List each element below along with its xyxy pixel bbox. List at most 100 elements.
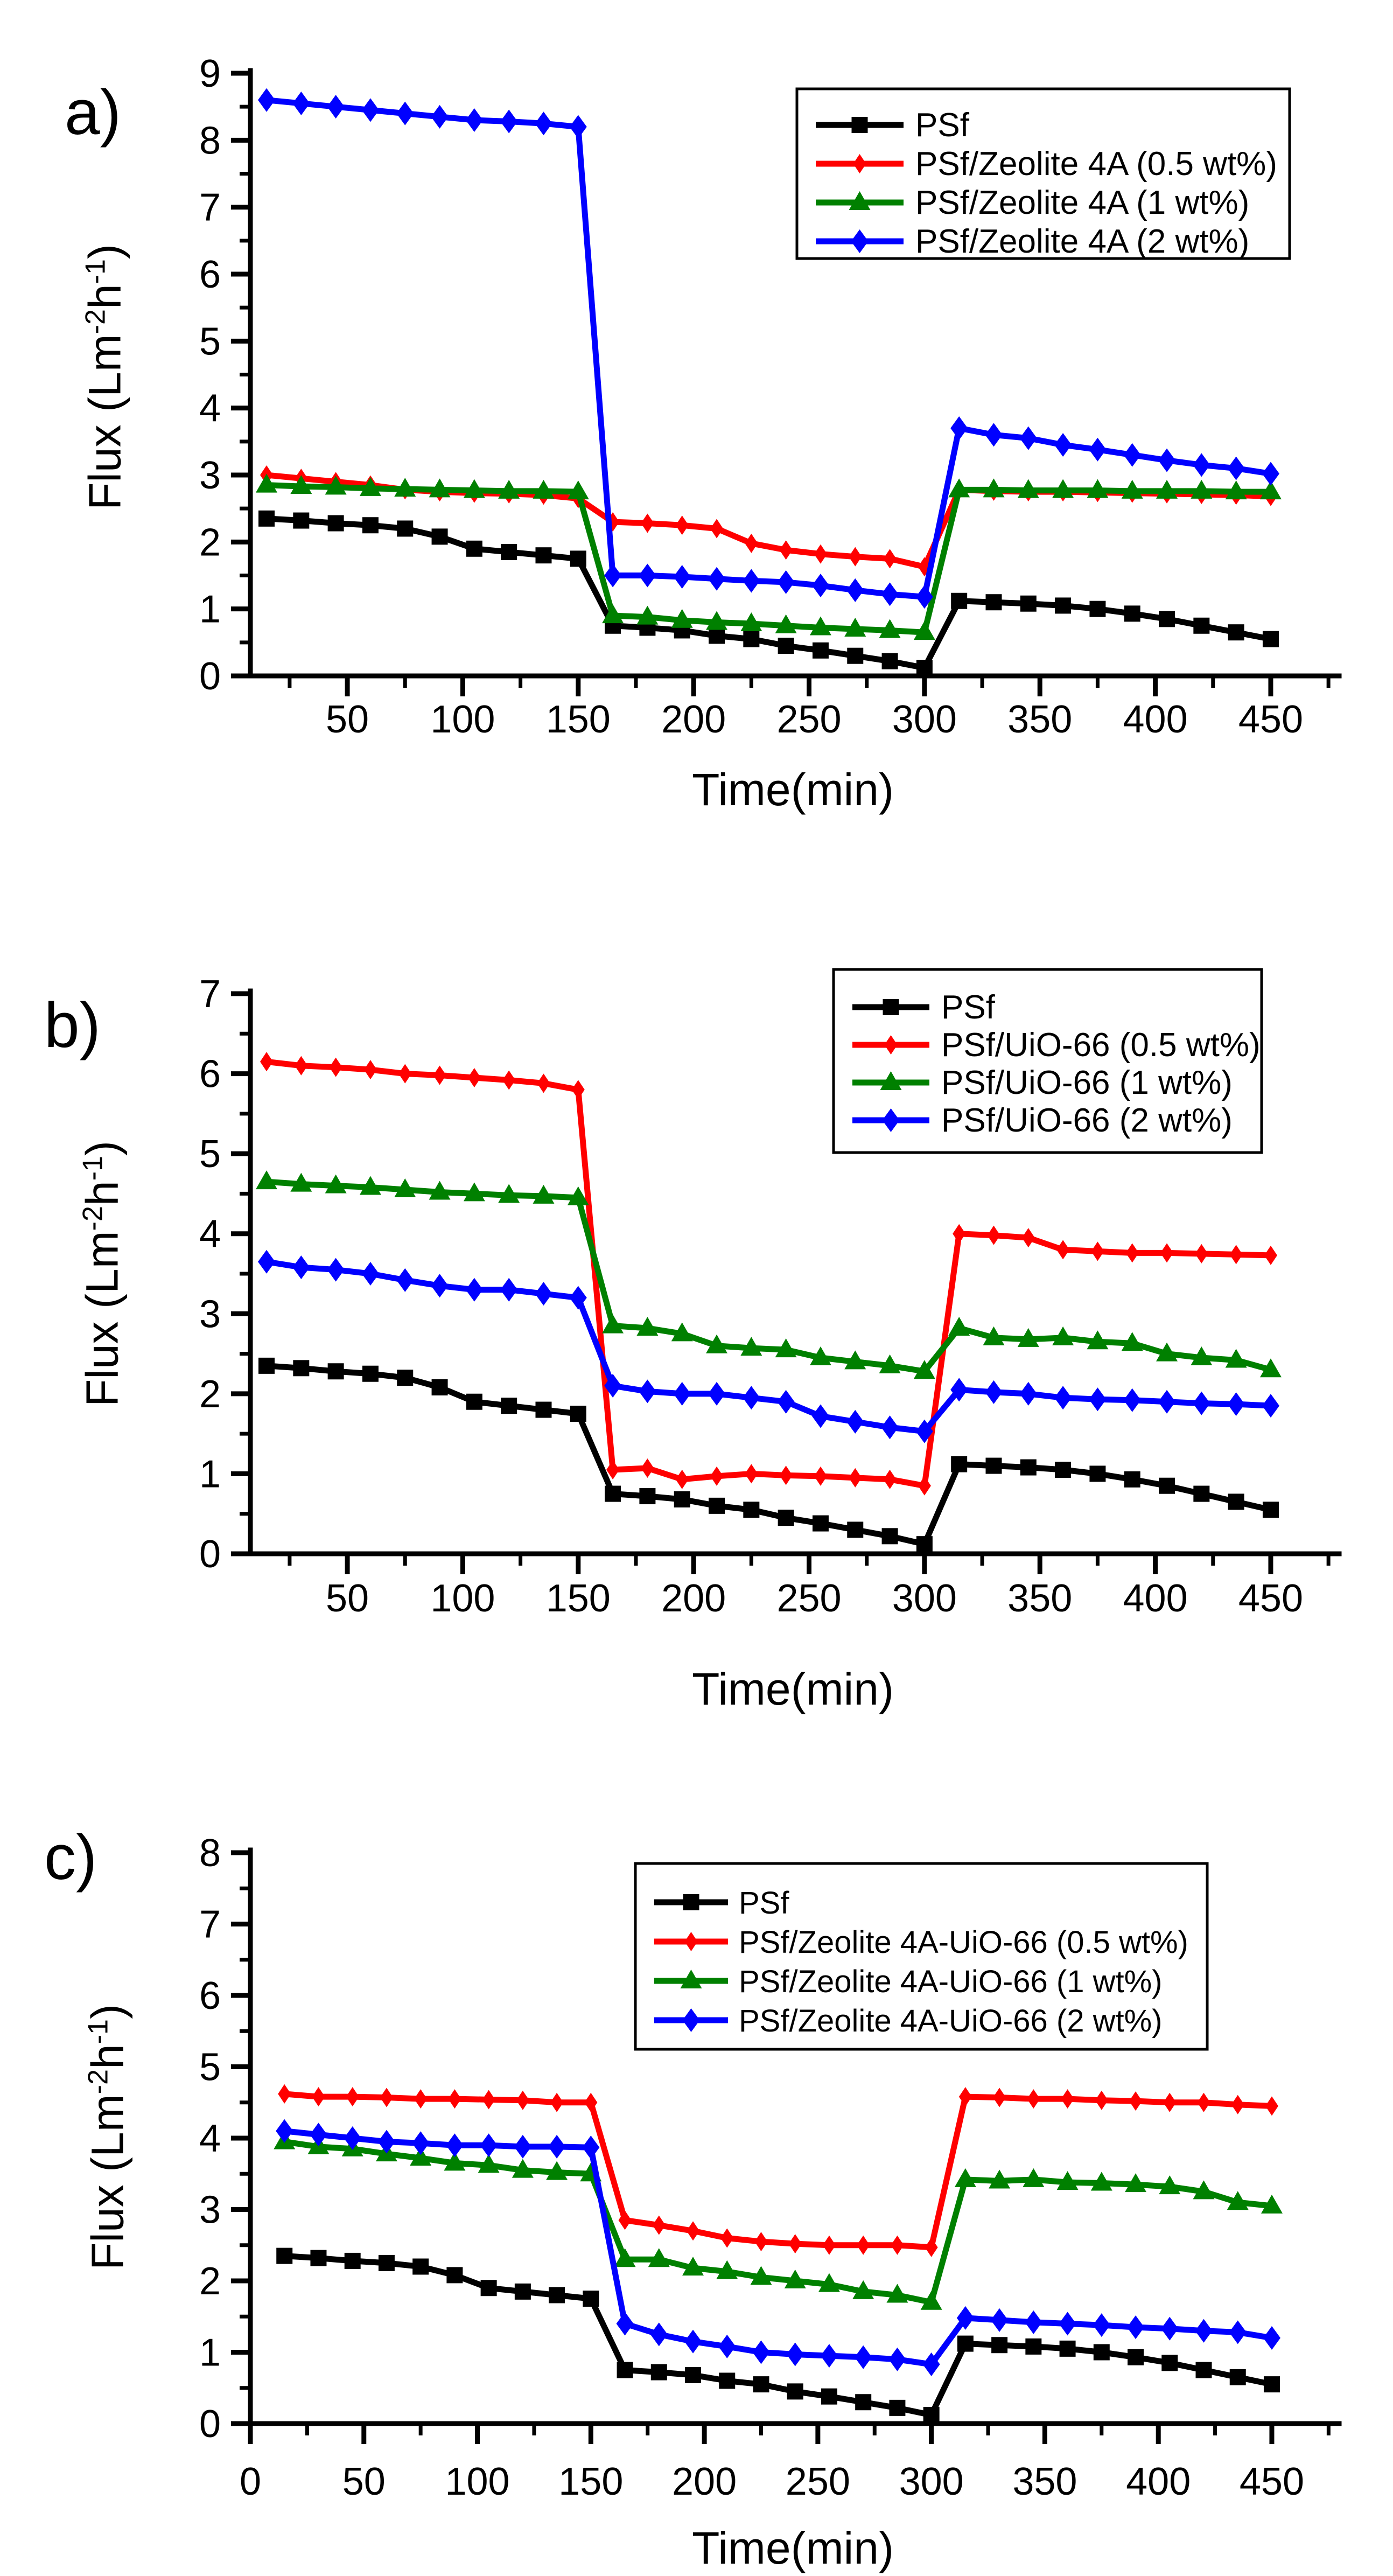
marker bbox=[325, 476, 347, 495]
marker bbox=[1017, 1328, 1039, 1347]
x-tick-label: 100 bbox=[430, 698, 495, 741]
marker bbox=[606, 1460, 620, 1479]
marker bbox=[1021, 1228, 1035, 1248]
marker bbox=[1265, 2096, 1278, 2116]
panel-b-x-axis-title: Time(min) bbox=[692, 1664, 894, 1714]
marker bbox=[431, 528, 448, 545]
marker bbox=[478, 2154, 500, 2173]
marker bbox=[811, 574, 829, 598]
series-psf bbox=[276, 2247, 1280, 2424]
y-tick-label: 0 bbox=[199, 1533, 221, 1576]
marker bbox=[310, 2123, 327, 2147]
y-tick-label: 9 bbox=[199, 52, 221, 95]
panel-c-x-axis-title: Time(min) bbox=[692, 2523, 894, 2573]
marker bbox=[412, 2131, 430, 2155]
series-line bbox=[281, 2128, 1275, 2368]
y-tick-label: 5 bbox=[199, 1133, 221, 1176]
marker bbox=[786, 2342, 804, 2366]
marker bbox=[851, 117, 868, 133]
marker bbox=[537, 1073, 550, 1093]
marker bbox=[361, 98, 379, 122]
marker bbox=[412, 2258, 429, 2275]
series-psf-uio-66-2-wt- bbox=[258, 1249, 1279, 1443]
marker bbox=[396, 1268, 414, 1292]
marker bbox=[951, 592, 968, 609]
marker bbox=[740, 612, 762, 632]
marker bbox=[1191, 479, 1213, 499]
marker bbox=[706, 611, 728, 630]
marker bbox=[950, 416, 968, 440]
marker bbox=[535, 547, 552, 564]
marker bbox=[1089, 1465, 1106, 1482]
legend-label: PSf/UiO-66 (0.5 wt%) bbox=[941, 1027, 1261, 1064]
marker bbox=[584, 2092, 598, 2112]
marker bbox=[706, 1334, 728, 1353]
marker bbox=[256, 473, 278, 493]
y-tick-label: 8 bbox=[199, 1832, 221, 1875]
ticks bbox=[231, 1850, 1331, 2444]
y-tick-label: 4 bbox=[199, 1213, 221, 1256]
marker bbox=[1056, 1240, 1070, 1260]
legend-entry: PSf/Zeolite 4A-UiO-66 (0.5 wt%) bbox=[654, 1925, 1188, 1960]
marker bbox=[444, 2152, 466, 2171]
marker bbox=[1125, 2173, 1147, 2193]
tick-labels: 0 1 2 3 4 5 6 7 8 0 50 100 150 200 250 300 350 400 450 bbox=[199, 1832, 1304, 2503]
legend-label: PSf/Zeolite 4A (1 wt%) bbox=[915, 184, 1249, 221]
marker bbox=[1193, 2180, 1215, 2200]
marker bbox=[851, 229, 869, 253]
marker bbox=[948, 478, 970, 498]
marker bbox=[1123, 1388, 1141, 1412]
legend-entry: PSf/Zeolite 4A-UiO-66 (2 wt%) bbox=[654, 2003, 1162, 2039]
marker bbox=[1193, 617, 1210, 634]
marker bbox=[752, 2340, 770, 2364]
marker bbox=[362, 517, 379, 534]
marker bbox=[1195, 2319, 1213, 2343]
marker bbox=[1193, 453, 1210, 477]
marker bbox=[957, 2335, 974, 2352]
marker bbox=[258, 510, 275, 527]
marker bbox=[466, 540, 482, 557]
marker bbox=[398, 1064, 412, 1084]
marker bbox=[1263, 2376, 1280, 2393]
x-tick-label: 350 bbox=[1007, 698, 1072, 741]
legend-entry: PSf/Zeolite 4A (1 wt%) bbox=[816, 184, 1249, 221]
series-line bbox=[263, 1363, 1274, 1547]
legend-entry: PSf/UiO-66 (0.5 wt%) bbox=[852, 1027, 1261, 1064]
legend-label: PSf bbox=[739, 1886, 789, 1921]
panel-a-x-axis-title: Time(min) bbox=[692, 764, 894, 815]
marker bbox=[886, 2284, 908, 2303]
marker bbox=[533, 479, 555, 499]
marker bbox=[256, 1170, 278, 1190]
y-tick-label: 0 bbox=[199, 655, 221, 698]
marker bbox=[716, 2260, 738, 2279]
marker bbox=[290, 1172, 312, 1192]
marker bbox=[546, 2161, 568, 2180]
marker bbox=[278, 2084, 291, 2104]
marker bbox=[260, 1052, 274, 1072]
marker bbox=[675, 515, 689, 535]
marker bbox=[954, 2168, 976, 2187]
marker bbox=[918, 1476, 931, 1496]
x-tick-label: 450 bbox=[1238, 698, 1303, 741]
x-tick-label: 300 bbox=[892, 698, 957, 741]
marker bbox=[920, 2291, 942, 2310]
marker bbox=[880, 1071, 902, 1090]
marker bbox=[779, 1465, 793, 1485]
marker bbox=[993, 2088, 1006, 2107]
marker bbox=[743, 1386, 760, 1410]
x-tick-label: 400 bbox=[1123, 1577, 1188, 1620]
marker bbox=[569, 115, 587, 139]
marker bbox=[1054, 433, 1072, 457]
marker bbox=[1121, 479, 1143, 499]
marker bbox=[985, 1380, 1003, 1404]
marker bbox=[951, 1456, 968, 1472]
marker bbox=[1160, 1243, 1174, 1263]
marker bbox=[684, 1932, 698, 1951]
marker bbox=[1229, 2320, 1247, 2344]
legend-label: PSf/UiO-66 (1 wt%) bbox=[941, 1064, 1233, 1101]
marker bbox=[687, 2221, 700, 2241]
marker bbox=[535, 1401, 552, 1418]
marker bbox=[549, 2287, 565, 2303]
